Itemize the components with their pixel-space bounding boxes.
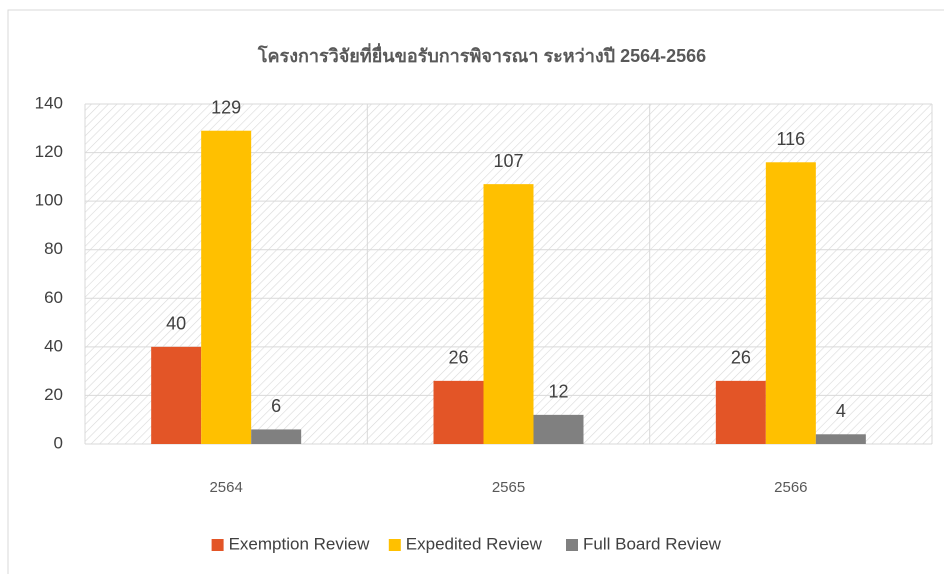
legend-label: Full Board Review	[583, 534, 722, 553]
x-tick-label: 2566	[774, 479, 807, 496]
data-label: 4	[836, 401, 846, 421]
x-tick-label: 2564	[209, 479, 242, 496]
bar	[533, 414, 584, 444]
y-tick-label: 80	[44, 239, 63, 258]
y-tick-label: 20	[44, 385, 63, 404]
y-tick-label: 140	[35, 93, 63, 112]
bar	[201, 130, 252, 444]
data-label: 12	[548, 382, 568, 402]
bar	[433, 380, 484, 444]
bar	[815, 434, 866, 444]
y-tick-label: 120	[35, 142, 63, 161]
legend-swatch	[211, 539, 224, 551]
bar	[715, 380, 766, 444]
legend-swatch	[566, 539, 578, 551]
y-tick-label: 100	[35, 191, 63, 210]
data-label: 107	[493, 151, 523, 171]
bar	[251, 429, 302, 444]
legend-swatch	[388, 539, 401, 551]
y-tick-label: 0	[54, 433, 63, 452]
bar	[151, 346, 202, 444]
bar	[483, 184, 534, 444]
data-label: 40	[166, 314, 186, 334]
bar	[765, 162, 816, 445]
y-tick-label: 60	[44, 288, 63, 307]
legend-label: Expedited Review	[406, 534, 543, 553]
data-label: 26	[448, 348, 468, 368]
chart-title: โครงการวิจัยที่ยื่นขอรับการพิจารณา ระหว่…	[257, 43, 706, 66]
legend-label: Exemption Review	[229, 534, 371, 553]
x-tick-label: 2565	[492, 479, 525, 496]
y-tick-label: 40	[44, 336, 63, 355]
data-label: 6	[271, 396, 281, 416]
data-label: 129	[211, 97, 241, 117]
data-label: 116	[776, 129, 805, 149]
data-label: 26	[731, 348, 751, 368]
